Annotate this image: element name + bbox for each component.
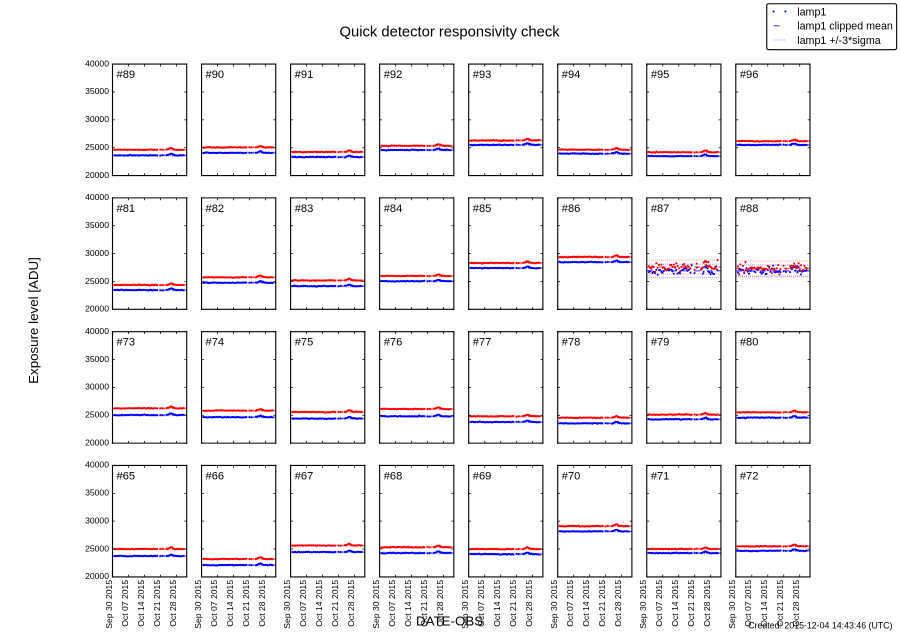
svg-text:Sep 30 2015: Sep 30 2015 [371,580,381,629]
svg-text:#92: #92 [384,69,403,81]
svg-text:lamp1: lamp1 [797,6,826,18]
svg-text:20000: 20000 [85,304,109,314]
svg-text:Oct 14 2015: Oct 14 2015 [581,580,591,627]
svg-text:DATE-OBS: DATE-OBS [416,614,483,629]
svg-text:#66: #66 [206,470,225,482]
svg-text:#94: #94 [562,69,581,81]
svg-text:#67: #67 [295,470,314,482]
svg-text:#84: #84 [384,203,403,215]
svg-text:Oct 14 2015: Oct 14 2015 [136,580,146,627]
svg-text:Oct 28 2015: Oct 28 2015 [257,580,267,627]
svg-text:Oct 28 2015: Oct 28 2015 [791,580,801,627]
svg-text:35000: 35000 [85,354,109,364]
svg-text:#70: #70 [562,470,581,482]
svg-text:Oct 07 2015: Oct 07 2015 [387,580,397,627]
svg-text:#89: #89 [117,69,136,81]
svg-text:lamp1 clipped mean: lamp1 clipped mean [797,20,893,32]
svg-text:#71: #71 [651,470,670,482]
svg-text:#88: #88 [740,203,759,215]
svg-text:#85: #85 [473,203,492,215]
svg-text:#95: #95 [651,69,670,81]
svg-text:#86: #86 [562,203,581,215]
svg-text:Created: 2015-12-04 14:43:46 (: Created: 2015-12-04 14:43:46 (UTC) [748,620,892,630]
svg-text:Oct 07 2015: Oct 07 2015 [298,580,308,627]
svg-text:40000: 40000 [85,58,109,68]
svg-text:#93: #93 [473,69,492,81]
svg-text:Oct 28 2015: Oct 28 2015 [346,580,356,627]
svg-text:30000: 30000 [85,114,109,124]
svg-text:25000: 25000 [85,410,109,420]
svg-text:Sep 30 2015: Sep 30 2015 [638,580,648,629]
svg-text:#76: #76 [384,337,403,349]
svg-text:Oct 28 2015: Oct 28 2015 [435,580,445,627]
svg-text:Oct 28 2015: Oct 28 2015 [702,580,712,627]
svg-text:#79: #79 [651,337,670,349]
svg-text:Sep 30 2015: Sep 30 2015 [460,580,470,629]
svg-text:Sep 30 2015: Sep 30 2015 [104,580,114,629]
svg-text:Exposure level [ADU]: Exposure level [ADU] [26,257,41,384]
svg-text:Oct 07 2015: Oct 07 2015 [654,580,664,627]
svg-text:Oct 14 2015: Oct 14 2015 [670,580,680,627]
svg-text:#82: #82 [206,203,225,215]
svg-text:Oct 14 2015: Oct 14 2015 [403,580,413,627]
svg-text:Oct 21 2015: Oct 21 2015 [775,580,785,627]
svg-text:#68: #68 [384,470,403,482]
svg-text:40000: 40000 [85,192,109,202]
svg-text:#73: #73 [117,337,136,349]
svg-text:Sep 30 2015: Sep 30 2015 [727,580,737,629]
svg-text:Sep 30 2015: Sep 30 2015 [193,580,203,629]
svg-text:Oct 07 2015: Oct 07 2015 [209,580,219,627]
svg-text:30000: 30000 [85,515,109,525]
svg-text:#77: #77 [473,337,492,349]
svg-text:Oct 28 2015: Oct 28 2015 [524,580,534,627]
svg-text:Oct 21 2015: Oct 21 2015 [330,580,340,627]
svg-text:25000: 25000 [85,276,109,286]
svg-text:Quick detector responsivity ch: Quick detector responsivity check [339,24,560,40]
svg-text:Oct 21 2015: Oct 21 2015 [508,580,518,627]
svg-text:20000: 20000 [85,437,109,447]
svg-text:Oct 28 2015: Oct 28 2015 [168,580,178,627]
svg-text:#65: #65 [117,470,136,482]
svg-text:#87: #87 [651,203,670,215]
svg-text:Oct 28 2015: Oct 28 2015 [613,580,623,627]
svg-text:#78: #78 [562,337,581,349]
svg-text:Oct 14 2015: Oct 14 2015 [759,580,769,627]
svg-text:#69: #69 [473,470,492,482]
svg-text:Oct 07 2015: Oct 07 2015 [565,580,575,627]
svg-text:#91: #91 [295,69,314,81]
svg-text:#96: #96 [740,69,759,81]
svg-text:30000: 30000 [85,248,109,258]
svg-text:lamp1 +/-3*sigma: lamp1 +/-3*sigma [797,35,881,47]
svg-text:Oct 21 2015: Oct 21 2015 [597,580,607,627]
svg-text:35000: 35000 [85,488,109,498]
svg-text:40000: 40000 [85,326,109,336]
svg-text:Oct 14 2015: Oct 14 2015 [225,580,235,627]
svg-text:30000: 30000 [85,382,109,392]
svg-text:#75: #75 [295,337,314,349]
svg-text:#81: #81 [117,203,136,215]
svg-text:20000: 20000 [85,170,109,180]
svg-text:Oct 14 2015: Oct 14 2015 [314,580,324,627]
svg-text:Sep 30 2015: Sep 30 2015 [282,580,292,629]
svg-text:20000: 20000 [85,571,109,581]
svg-text:Oct 21 2015: Oct 21 2015 [686,580,696,627]
svg-text:#83: #83 [295,203,314,215]
svg-text:Oct 21 2015: Oct 21 2015 [241,580,251,627]
svg-text:Oct 07 2015: Oct 07 2015 [743,580,753,627]
svg-text:35000: 35000 [85,86,109,96]
svg-text:25000: 25000 [85,142,109,152]
svg-text:Oct 21 2015: Oct 21 2015 [419,580,429,627]
svg-text:35000: 35000 [85,220,109,230]
svg-text:#72: #72 [740,470,759,482]
svg-text:#90: #90 [206,69,225,81]
svg-text:#80: #80 [740,337,759,349]
svg-text:40000: 40000 [85,460,109,470]
svg-text:25000: 25000 [85,543,109,553]
svg-text:Oct 07 2015: Oct 07 2015 [476,580,486,627]
svg-text:Oct 07 2015: Oct 07 2015 [120,580,130,627]
svg-text:Sep 30 2015: Sep 30 2015 [549,580,559,629]
svg-text:Oct 21 2015: Oct 21 2015 [152,580,162,627]
svg-text:#74: #74 [206,337,225,349]
svg-text:Oct 14 2015: Oct 14 2015 [492,580,502,627]
